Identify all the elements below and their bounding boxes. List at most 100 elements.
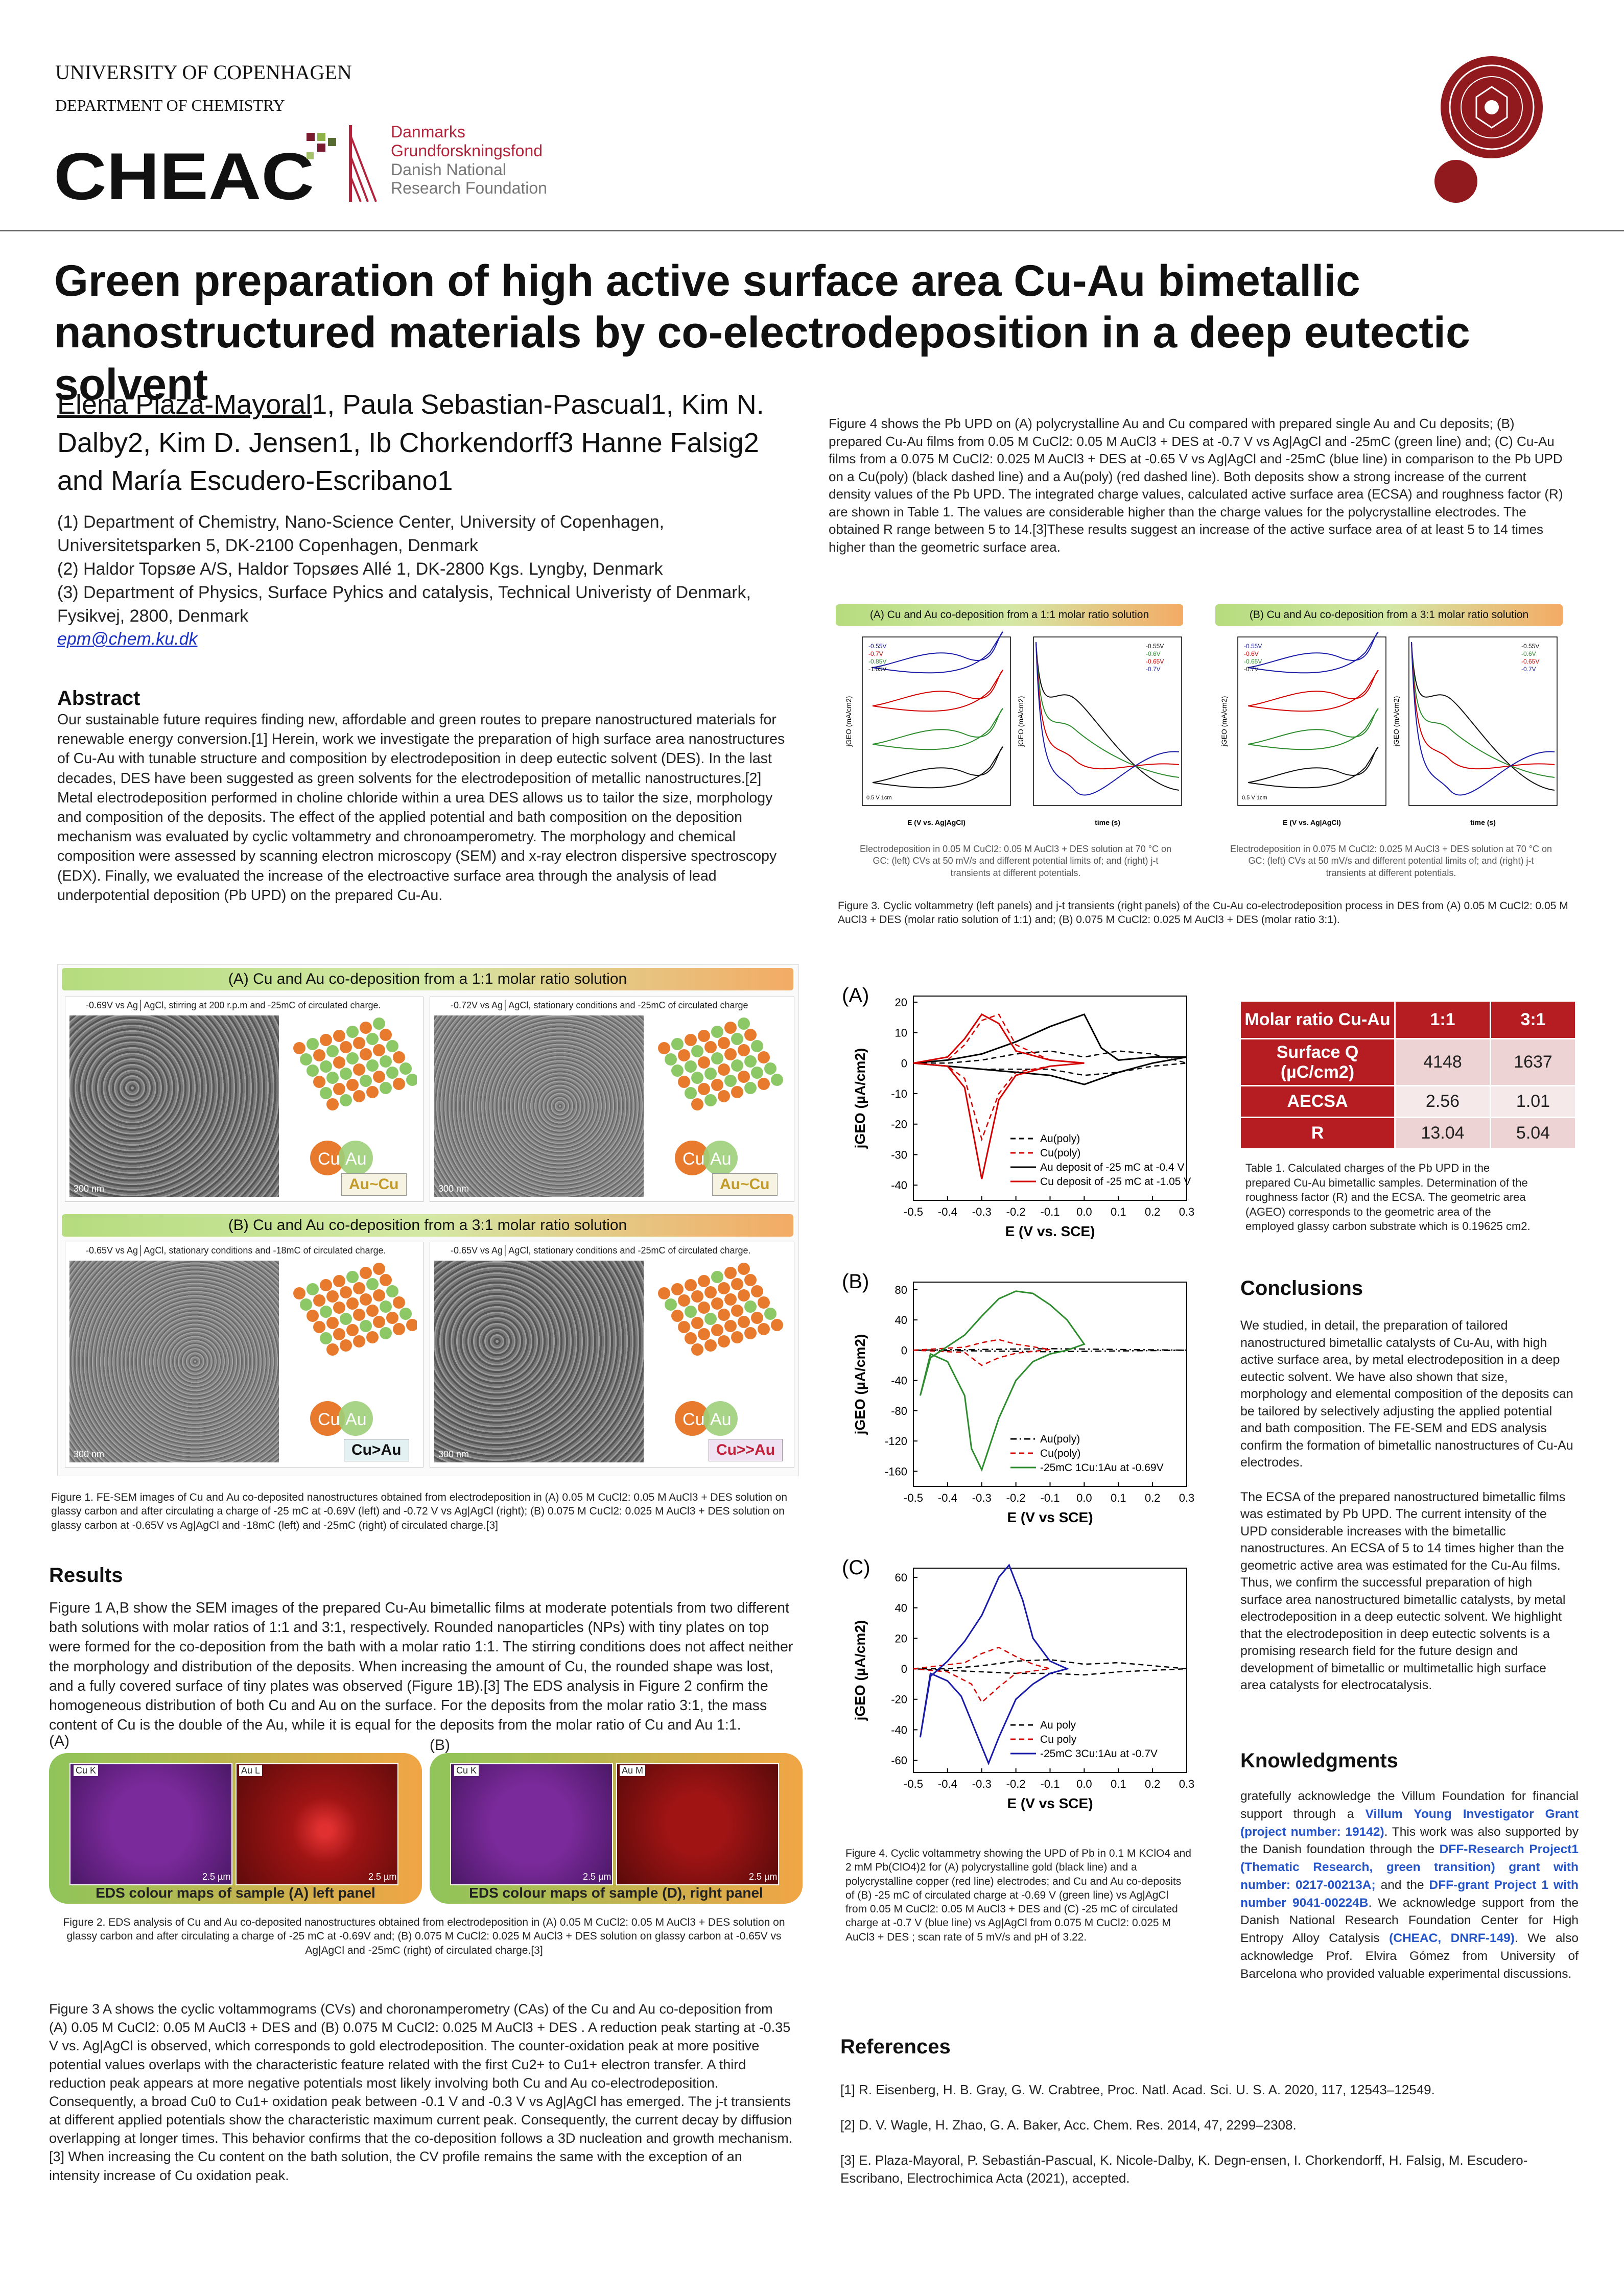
figure4-panel: (B) -0.5 -0.4 -0.3 -0.2 -0.1 0.0 0.1 0.2 0.3 80 40 0… bbox=[842, 1270, 1194, 1525]
x-tick-label: 0.0 bbox=[1076, 1778, 1092, 1790]
cu-atom-icon bbox=[724, 1048, 737, 1060]
legend-entry: -0.7V bbox=[1146, 666, 1161, 673]
series-line bbox=[919, 1290, 1086, 1472]
cu-atom-icon bbox=[678, 1076, 690, 1088]
jt-curve bbox=[1411, 642, 1555, 791]
cu-atom-icon bbox=[310, 1401, 345, 1436]
au-atom-icon bbox=[685, 1306, 697, 1318]
ack-text: . This work was also supported by the Da… bbox=[1240, 1825, 1579, 1857]
cu-atom-icon bbox=[751, 1312, 763, 1324]
legend-entry: -0.7V bbox=[1521, 666, 1536, 673]
figure2-label-b: (B) bbox=[430, 1737, 450, 1754]
cu-atom-icon bbox=[698, 1302, 710, 1314]
legend-entry: Au(poly) bbox=[1040, 1133, 1080, 1145]
poster-title: Green preparation of high active surface… bbox=[54, 255, 1576, 411]
eds-label-cu-k: Cu K bbox=[454, 1765, 479, 1776]
figure4-caption: Figure 4. Cyclic voltammetry showing the… bbox=[845, 1848, 1191, 1943]
composition-tag: Cu>>Au bbox=[709, 1439, 783, 1461]
table1-header-row: Molar ratio Cu-Au 1:1 3:1 bbox=[1239, 1000, 1576, 1039]
cu-atom-icon bbox=[360, 1267, 372, 1279]
title-line-2: nanostructured materials by co-electrode… bbox=[54, 308, 1470, 409]
cu-atom-icon bbox=[704, 1286, 717, 1298]
y-tick-label: -160 bbox=[885, 1465, 907, 1478]
au-atom-icon bbox=[346, 1052, 359, 1064]
ack-grant-4: (CHEAC, DNRF-149) bbox=[1389, 1931, 1515, 1946]
cu-atom-icon bbox=[671, 1310, 684, 1322]
author-list: Elena Plaza-Mayoral1, Paula Sebastian-Pa… bbox=[57, 386, 783, 500]
cu-atom-icon bbox=[360, 1048, 372, 1060]
au-atom-icon bbox=[711, 1271, 723, 1283]
cv-curve bbox=[1248, 746, 1379, 789]
legend-entry: -0.6V bbox=[1146, 650, 1161, 657]
cu-atom-icon bbox=[393, 1296, 405, 1309]
first-author: Elena Plaza-Mayoral bbox=[57, 389, 312, 420]
series-line bbox=[913, 1348, 1187, 1353]
au-atom-icon bbox=[320, 1087, 332, 1099]
cu-atom-icon bbox=[326, 1343, 339, 1356]
legend-entry: -0.7V bbox=[868, 650, 883, 657]
jt-plot-frame bbox=[1408, 636, 1558, 806]
cv-curve bbox=[872, 670, 1003, 712]
x-tick-label: 0.2 bbox=[1145, 1205, 1161, 1218]
au-atom-icon bbox=[751, 1067, 763, 1079]
y-tick-label: -120 bbox=[885, 1435, 907, 1448]
cu-atom-icon bbox=[738, 1071, 750, 1083]
y-tick-label: -40 bbox=[891, 1375, 907, 1387]
au-atom-icon bbox=[691, 1072, 703, 1084]
cv-curve bbox=[872, 746, 1003, 789]
cu-atom-icon bbox=[691, 1290, 703, 1303]
cu-atom-icon bbox=[366, 1331, 379, 1343]
figure1-b-left-caption: -0.65V vs Ag│AgCl, stationary conditions… bbox=[86, 1245, 386, 1256]
series-line bbox=[919, 1564, 1070, 1766]
au-atom-icon bbox=[724, 1075, 737, 1087]
cu-atom-icon bbox=[340, 1286, 352, 1298]
cv-curve bbox=[872, 708, 1003, 750]
cu-atom-icon bbox=[724, 1267, 737, 1279]
cu-atom-icon bbox=[373, 1071, 385, 1083]
legend-entry: -0.55V bbox=[1244, 643, 1262, 650]
legend-entry: -0.7V bbox=[1244, 666, 1259, 673]
cu-atom-icon bbox=[310, 1141, 345, 1175]
knowledgments-heading: Knowledgments bbox=[1240, 1749, 1398, 1772]
series-line bbox=[913, 1013, 1187, 1085]
au-atom-icon bbox=[685, 1087, 697, 1099]
dnrf-logo-text: Danmarks Grundforskningsfond Danish Nati… bbox=[391, 123, 547, 198]
cv-curve bbox=[1248, 631, 1379, 674]
legend-entry: Cu deposit of -25 mC at -1.05 V bbox=[1040, 1176, 1191, 1188]
cu-atom-icon bbox=[320, 1034, 332, 1046]
cu-atom-icon bbox=[326, 1098, 339, 1110]
cu-atom-icon bbox=[731, 1278, 743, 1290]
cu-atom-icon bbox=[340, 1339, 352, 1352]
title-line-1: Green preparation of high active surface… bbox=[54, 256, 1360, 305]
cu-atom-icon bbox=[691, 1317, 703, 1329]
au-atom-icon bbox=[340, 1313, 352, 1325]
eds-label-cu-k: Cu K bbox=[74, 1765, 99, 1776]
eds-label-au-l: Au L bbox=[239, 1765, 263, 1776]
conclusions-heading: Conclusions bbox=[1240, 1277, 1363, 1299]
series-line bbox=[913, 1339, 1050, 1366]
cu-atom-icon bbox=[724, 1293, 737, 1306]
affiliations: (1) Department of Chemistry, Nano-Scienc… bbox=[57, 511, 783, 651]
y-tick-label: 40 bbox=[895, 1602, 907, 1615]
eds-scale-label: 2.5 µm bbox=[583, 1872, 611, 1882]
figure4-discussion: Figure 4 shows the Pb UPD on (A) polycry… bbox=[829, 416, 1563, 555]
au-atom-icon bbox=[346, 1271, 359, 1283]
ack-text: and the bbox=[1375, 1878, 1429, 1892]
x-tick-label: -0.3 bbox=[972, 1492, 992, 1504]
au-atom-icon bbox=[307, 1064, 319, 1077]
cu-atom-icon bbox=[711, 1297, 723, 1310]
x-tick-label: -0.2 bbox=[1006, 1778, 1026, 1790]
au-atom-icon bbox=[665, 1298, 677, 1311]
figure1-panel-b-title: (B) Cu and Au co-deposition from a 3:1 m… bbox=[62, 1214, 793, 1237]
cu-atom-icon bbox=[758, 1078, 770, 1090]
x-axis-label: E (V vs. Ag|AgCl) bbox=[907, 818, 966, 826]
x-axis-label: E (V vs SCE) bbox=[1007, 1795, 1093, 1811]
au-atom-icon bbox=[691, 1045, 703, 1057]
cu-atom-icon bbox=[718, 1309, 730, 1321]
figure4-panel: (A) -0.5 -0.4 -0.3 -0.2 -0.1 0.0 0.1 0.2 0.3 20 10 0… bbox=[842, 986, 1194, 1239]
conclusions-section: Conclusions We studied, in detail, the p… bbox=[1240, 1277, 1573, 1694]
composition-tag: Au~Cu bbox=[341, 1173, 407, 1196]
ack-grant-2: DFF-Research Project1 (Thematic Research… bbox=[1240, 1842, 1579, 1892]
contact-email-link[interactable]: epm@chem.ku.dk bbox=[57, 629, 198, 649]
au-atom-icon bbox=[300, 1298, 312, 1311]
